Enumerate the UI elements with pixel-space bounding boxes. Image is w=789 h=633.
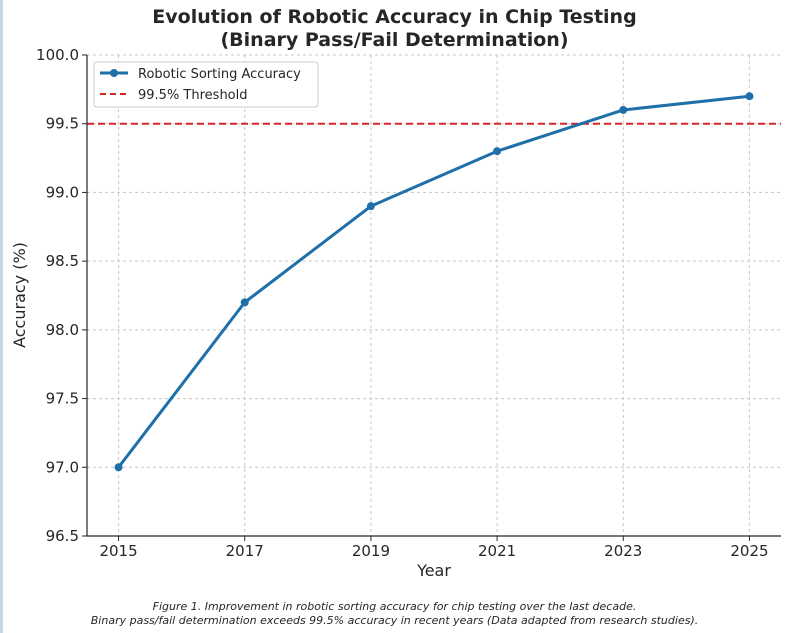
chart-title-line2: (Binary Pass/Fail Determination)	[220, 29, 569, 51]
y-tick-label: 97.5	[46, 390, 79, 408]
series-group	[114, 92, 754, 472]
x-tick-label: 2019	[352, 542, 390, 560]
series-line	[117, 94, 750, 469]
data-point	[745, 92, 754, 101]
x-axis-label: Year	[416, 561, 451, 580]
y-tick-label: 99.5	[46, 115, 79, 133]
y-tick-label: 96.5	[46, 527, 79, 545]
data-point	[366, 202, 375, 211]
x-tick-label: 2023	[604, 542, 642, 560]
y-tick-label: 98.0	[46, 321, 79, 339]
data-point	[493, 147, 502, 156]
figure-caption-line1: Figure 1. Improvement in robotic sorting…	[152, 600, 637, 613]
axes	[82, 54, 781, 541]
chart-title-line1: Evolution of Robotic Accuracy in Chip Te…	[152, 6, 637, 28]
data-point	[240, 298, 249, 307]
y-tick-label: 97.0	[46, 458, 79, 476]
figure-caption-line2: Binary pass/fail determination exceeds 9…	[90, 614, 699, 627]
grid-lines	[87, 54, 781, 537]
data-point	[114, 463, 123, 472]
legend-threshold-label: 99.5% Threshold	[138, 88, 248, 103]
y-tick-label: 99.0	[46, 183, 79, 201]
y-tick-label: 98.5	[46, 252, 79, 270]
legend-series-marker	[110, 69, 118, 77]
y-axis-label: Accuracy (%)	[10, 242, 29, 348]
legend-box	[93, 61, 319, 108]
legend-series-label: Robotic Sorting Accuracy	[138, 67, 301, 82]
legend: Robotic Sorting Accuracy 99.5% Threshold	[93, 61, 319, 108]
data-point	[619, 105, 628, 114]
tick-labels: 2015 2017 2019 2021 2023 2025 96.5 97.0 97.5 98.0…	[36, 46, 769, 560]
x-tick-label: 2025	[730, 542, 768, 560]
x-tick-label: 2017	[226, 542, 264, 560]
left-edge-rule	[0, 0, 3, 633]
x-tick-label: 2015	[99, 542, 137, 560]
y-tick-label: 100.0	[36, 46, 79, 64]
x-tick-label: 2021	[478, 542, 516, 560]
